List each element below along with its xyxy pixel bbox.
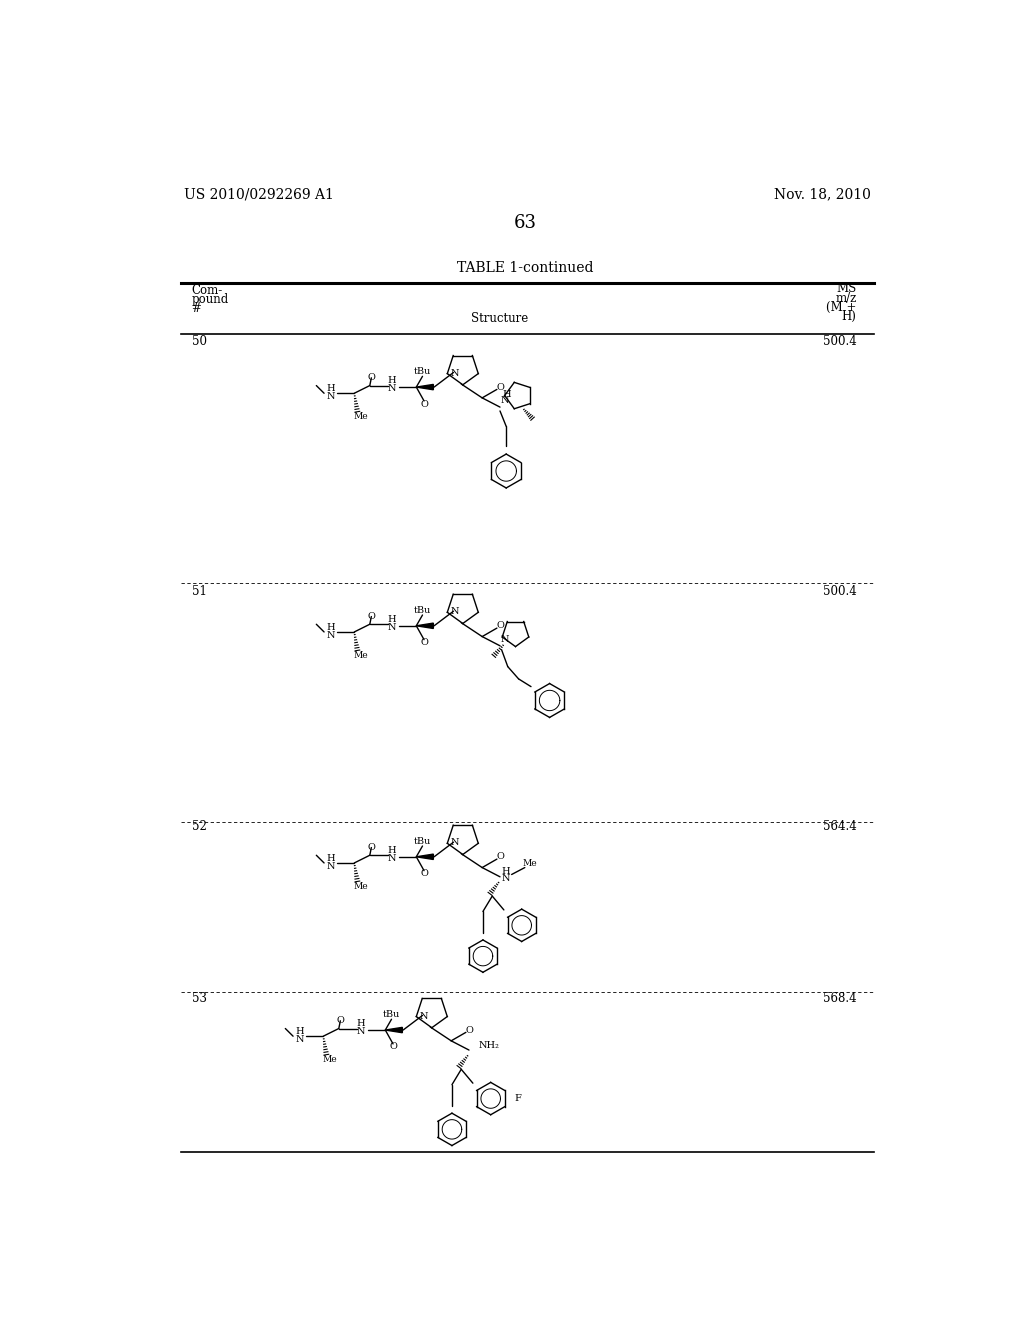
- Text: 50: 50: [191, 335, 207, 347]
- Text: 51: 51: [191, 585, 207, 598]
- Text: pound: pound: [191, 293, 228, 306]
- Polygon shape: [385, 1027, 402, 1032]
- Text: O: O: [496, 383, 504, 392]
- Text: H: H: [296, 1027, 304, 1036]
- Text: N: N: [387, 854, 395, 863]
- Text: 500.4: 500.4: [822, 335, 856, 347]
- Text: 52: 52: [191, 820, 207, 833]
- Text: (M +: (M +: [826, 301, 856, 314]
- Text: N: N: [451, 607, 460, 616]
- Text: O: O: [389, 1043, 397, 1052]
- Text: O: O: [420, 400, 428, 408]
- Text: US 2010/0292269 A1: US 2010/0292269 A1: [183, 187, 334, 202]
- Text: #: #: [191, 302, 202, 315]
- Text: H: H: [327, 623, 336, 632]
- Text: N: N: [387, 623, 395, 632]
- Text: TABLE 1-continued: TABLE 1-continued: [457, 261, 593, 276]
- Text: O: O: [368, 374, 375, 383]
- Text: N: N: [451, 368, 460, 378]
- Text: O: O: [496, 853, 504, 861]
- Text: Me: Me: [353, 882, 368, 891]
- Text: tBu: tBu: [414, 367, 431, 376]
- Text: H: H: [387, 615, 396, 624]
- Text: N: N: [327, 392, 335, 401]
- Text: N: N: [327, 631, 335, 639]
- Text: N: N: [296, 1035, 304, 1044]
- Text: 564.4: 564.4: [822, 820, 856, 833]
- Text: H): H): [842, 310, 856, 323]
- Polygon shape: [417, 384, 433, 389]
- Polygon shape: [417, 854, 433, 859]
- Text: N: N: [501, 874, 510, 883]
- Text: 568.4: 568.4: [823, 991, 856, 1005]
- Text: O: O: [368, 612, 375, 620]
- Text: MS: MS: [837, 282, 856, 296]
- Text: m/z: m/z: [836, 292, 856, 305]
- Text: H: H: [501, 867, 510, 876]
- Text: Structure: Structure: [471, 312, 528, 325]
- Text: Me: Me: [353, 412, 368, 421]
- Text: O: O: [368, 843, 375, 851]
- Text: N: N: [387, 384, 395, 393]
- Text: O: O: [420, 870, 428, 878]
- Text: Me: Me: [523, 859, 538, 869]
- Text: N: N: [327, 862, 335, 870]
- Text: H: H: [356, 1019, 365, 1028]
- Text: F: F: [514, 1094, 521, 1104]
- Text: O: O: [496, 622, 504, 630]
- Text: H: H: [387, 376, 396, 385]
- Text: Nov. 18, 2010: Nov. 18, 2010: [773, 187, 870, 202]
- Text: tBu: tBu: [383, 1010, 400, 1019]
- Text: N: N: [420, 1011, 428, 1020]
- Text: H: H: [327, 854, 336, 863]
- Text: N: N: [356, 1027, 365, 1036]
- Text: 53: 53: [191, 991, 207, 1005]
- Text: Me: Me: [323, 1055, 337, 1064]
- Text: N: N: [501, 635, 509, 644]
- Text: Com-: Com-: [191, 284, 223, 297]
- Text: tBu: tBu: [414, 606, 431, 615]
- Text: tBu: tBu: [414, 837, 431, 846]
- Text: NH₂: NH₂: [478, 1041, 499, 1049]
- Text: N: N: [501, 396, 509, 405]
- Text: N: N: [451, 838, 460, 847]
- Polygon shape: [417, 623, 433, 628]
- Text: H: H: [327, 384, 336, 393]
- Text: O: O: [420, 639, 428, 647]
- Text: O: O: [337, 1016, 344, 1026]
- Text: 63: 63: [513, 214, 537, 232]
- Text: Me: Me: [353, 651, 368, 660]
- Text: H: H: [387, 846, 396, 855]
- Text: H: H: [503, 389, 511, 399]
- Text: O: O: [465, 1026, 473, 1035]
- Text: 500.4: 500.4: [822, 585, 856, 598]
